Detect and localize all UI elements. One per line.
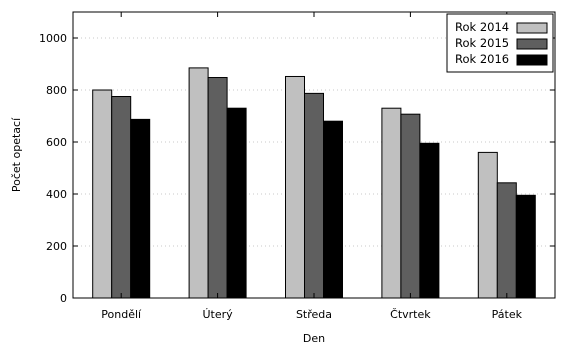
y-tick-label: 1000: [39, 32, 67, 45]
bar-rok-2015: [496, 182, 517, 299]
bar-rok-2014: [381, 107, 402, 299]
legend-label: Rok 2016: [455, 52, 509, 66]
x-axis: Pondělí Úterý Středa Čtvrtek Pátek: [101, 12, 523, 321]
x-tick-label: Pondělí: [101, 308, 142, 321]
x-tick-label: Čtvrtek: [390, 308, 431, 321]
y-axis-title: Počet opetací: [10, 117, 23, 192]
y-tick-label: 200: [46, 240, 67, 253]
x-axis-title: Den: [303, 332, 325, 345]
bars: [92, 67, 536, 299]
x-tick-label: Středa: [296, 308, 332, 321]
legend-label: Rok 2014: [455, 20, 509, 34]
bar-rok-2015: [304, 92, 324, 299]
bar-rok-2014: [92, 89, 113, 299]
bar-rok-2014: [188, 67, 209, 299]
legend-label: Rok 2015: [455, 36, 509, 50]
legend-swatch: [516, 22, 548, 34]
bar-rok-2016: [226, 107, 247, 299]
bar-rok-2014: [285, 75, 305, 299]
bar-rok-2016: [515, 194, 536, 299]
legend: Rok 2014 Rok 2015 Rok 2016: [446, 13, 554, 73]
bar-rok-2016: [323, 120, 343, 299]
bar-rok-2016: [419, 142, 440, 299]
y-tick-label: 0: [60, 292, 67, 305]
legend-swatch: [516, 38, 548, 50]
y-tick-label: 600: [46, 136, 67, 149]
bar-rok-2015: [111, 96, 132, 299]
bar-rok-2015: [400, 113, 421, 299]
legend-swatch: [516, 54, 548, 66]
x-tick-label: Pátek: [492, 308, 523, 321]
bar-rok-2016: [130, 118, 151, 299]
x-tick-label: Úterý: [203, 308, 234, 321]
y-tick-label: 800: [46, 84, 67, 97]
bar-rok-2014: [477, 151, 498, 299]
y-tick-label: 400: [46, 188, 67, 201]
bar-rok-2015: [207, 77, 228, 299]
